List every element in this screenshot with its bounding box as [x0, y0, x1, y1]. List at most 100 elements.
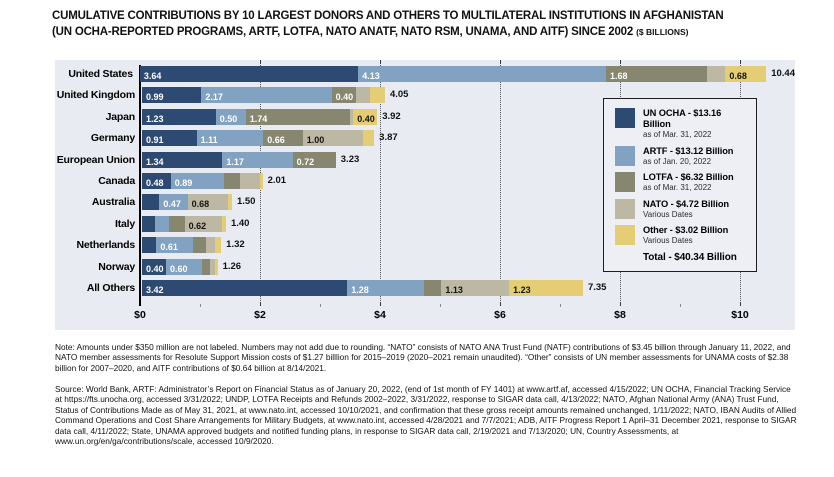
legend-entry-name: ARTF - $13.12 Billion	[643, 145, 734, 156]
bar-total-label: 3.23	[340, 153, 360, 165]
legend-entry-date: as of Mar. 31, 2022	[643, 183, 712, 192]
segment-value-label: 0.68	[191, 199, 210, 210]
segment-value-label: 1.00	[306, 135, 325, 146]
legend-total: Total - $40.34 Billion	[643, 251, 737, 263]
segment-value-label: 0.40	[146, 263, 164, 274]
bar-rows: United States 3.64 4.13 1.68 0.68 10.44 United…	[55, 66, 795, 301]
bar-segment-nato: 0.68	[187, 194, 229, 211]
chart-unit-label: ($ BILLIONS)	[636, 26, 689, 37]
bar-segment-lotfa: 0.66	[263, 130, 303, 147]
legend-entry-name: NATO - $4.72 Billion	[643, 198, 729, 209]
bar-segment-un-ocha	[142, 215, 156, 232]
segment-value-label: 0.68	[729, 71, 747, 81]
segment-value-label: 0.40	[357, 113, 375, 124]
segment-value-label: 1.68	[610, 71, 628, 81]
legend-entry-date: as of Jan. 20, 2022	[643, 156, 712, 166]
category-label: Norway	[98, 260, 135, 273]
bar-segment-lotfa: 1.74	[245, 108, 351, 125]
bar-total-label: 1.50	[236, 196, 256, 208]
bar-segment-artf: 0.89	[170, 172, 225, 189]
segment-value-label: 0.40	[335, 92, 354, 103]
legend-entry-name: Other - $3.02 Billion	[643, 225, 729, 235]
minor-tick-mark	[680, 304, 681, 307]
bar-segment-un-ocha	[142, 194, 160, 211]
segment-value-label: 0.89	[174, 177, 193, 188]
bar-segment-lotfa	[202, 258, 211, 275]
tick-mark	[740, 302, 741, 306]
segment-value-label: 4.13	[362, 71, 380, 81]
segment-value-label: 0.60	[170, 263, 188, 274]
bar-segment-lotfa: 0.40	[331, 87, 356, 104]
bar-segment-other: 0.40	[353, 108, 378, 125]
bar-track: 1.23 0.50 1.74 0.40 3.92	[142, 108, 795, 125]
bar-row: Japan 1.23 0.50 1.74 0.40 3.92	[55, 108, 795, 125]
bar-track: 0.62 1.40	[142, 215, 795, 232]
bar-segment-nato: 1.00	[302, 130, 363, 147]
bar-segment-un-ocha	[142, 237, 157, 254]
segment-value-label: 1.13	[445, 284, 463, 295]
bar-row: United Kingdom 0.99 2.17 0.40 4.05	[55, 87, 795, 104]
legend-entry-date: as of Mar. 31, 2022	[643, 130, 712, 139]
bar-segment-nato: 1.13	[441, 279, 510, 296]
category-label: Japan	[105, 110, 136, 123]
x-axis-tick-label: $6	[494, 309, 506, 321]
bar-segment-un-ocha: 0.48	[142, 172, 171, 189]
tick-mark	[740, 60, 741, 64]
segment-value-label: 1.28	[351, 284, 369, 295]
chart-legend: UN OCHA - $13.16 Billion as of Mar. 31, 2…	[603, 98, 757, 272]
bar-segment-artf: 2.17	[201, 87, 332, 104]
bar-segment-artf: 0.60	[166, 258, 202, 275]
bar-segment-artf	[155, 215, 169, 232]
segment-value-label: 0.50	[219, 113, 238, 124]
tick-mark	[620, 302, 621, 306]
x-axis-tick-label: $2	[254, 309, 266, 321]
bar-row: Norway 0.40 0.60 1.26	[55, 258, 795, 275]
bar-track: 0.99 2.17 0.40 4.05	[142, 87, 795, 104]
bar-segment-artf: 0.47	[159, 194, 188, 211]
plot-area: United States 3.64 4.13 1.68 0.68 10.44 United…	[55, 60, 795, 330]
tick-mark	[620, 60, 621, 64]
bar-row: United States 3.64 4.13 1.68 0.68 10.44	[55, 66, 795, 82]
segment-value-label: 1.74	[249, 113, 268, 124]
bar-segment-artf: 4.13	[358, 66, 607, 82]
bar-segment-artf: 0.50	[215, 108, 246, 125]
legend-entry-text: LOTFA - $6.32 Billion as of Mar. 31, 2022	[643, 172, 734, 193]
bar-total-label: 4.05	[389, 89, 409, 101]
bar-segment-lotfa	[423, 279, 442, 296]
chart-title-line1: CUMULATIVE CONTRIBUTIONS BY 10 LARGEST D…	[52, 10, 724, 22]
bar-track: 1.34 1.17 0.72 3.23	[142, 151, 795, 168]
legend-entries: UN OCHA - $13.16 Billion as of Mar. 31, 2…	[615, 108, 750, 246]
legend-entry-date: Various Dates	[643, 209, 693, 219]
bar-row: Netherlands 0.61 1.32	[55, 237, 795, 254]
segment-value-label: 0.72	[296, 156, 315, 167]
bar-total-label: 1.40	[230, 217, 250, 229]
category-label: European Union	[56, 153, 135, 166]
legend-entry: ARTF - $13.12 Billion as of Jan. 20, 2022	[615, 145, 750, 167]
bar-total-label: 1.32	[226, 239, 245, 251]
bar-track: 0.91 1.11 0.66 1.00 3.87	[142, 130, 795, 147]
bar-row: Italy 0.62 1.40	[55, 215, 795, 232]
legend-entry: LOTFA - $6.32 Billion as of Mar. 31, 2022	[615, 172, 750, 193]
bar-row: All Others 3.42 1.28 1.13 1.23 7.35	[55, 279, 795, 296]
category-label: Germany	[90, 132, 135, 145]
segment-value-label: 0.66	[267, 135, 285, 146]
bar-segment-lotfa: 1.68	[606, 66, 707, 82]
segment-value-label: 3.64	[143, 71, 162, 81]
bar-segment-lotfa	[224, 172, 240, 189]
legend-entry-text: NATO - $4.72 Billion Various Dates	[643, 199, 729, 220]
legend-entry: UN OCHA - $13.16 Billion as of Mar. 31, 2…	[615, 108, 750, 140]
x-axis-tick-label: $4	[374, 309, 386, 321]
bar-total-label: 1.26	[222, 260, 242, 272]
bar-segment-lotfa	[192, 237, 207, 254]
segment-value-label: 1.23	[513, 284, 531, 295]
gridline	[380, 65, 381, 303]
minor-tick-mark	[440, 304, 441, 307]
bar-segment-un-ocha: 3.42	[142, 279, 348, 296]
segment-value-label: 1.34	[146, 156, 164, 167]
legend-swatch-icon	[615, 225, 635, 245]
bar-segment-artf: 1.28	[347, 279, 424, 296]
bar-segment-un-ocha: 1.23	[142, 108, 216, 125]
bar-track: 0.48 0.89 2.01	[142, 172, 795, 189]
tick-mark	[380, 60, 381, 64]
legend-entry-text: Other - $3.02 Billion Various Dates	[643, 225, 728, 246]
